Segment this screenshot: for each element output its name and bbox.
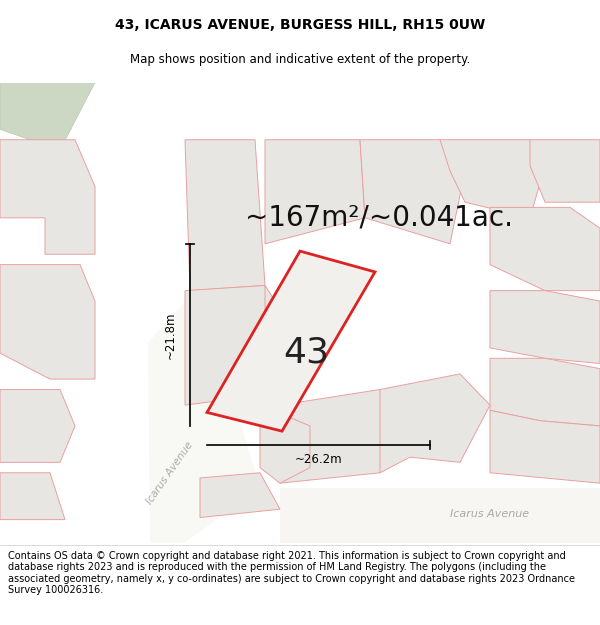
Polygon shape — [0, 140, 95, 254]
Polygon shape — [490, 358, 600, 426]
Polygon shape — [380, 374, 490, 472]
Polygon shape — [530, 140, 600, 202]
Text: ~167m²/~0.041ac.: ~167m²/~0.041ac. — [245, 204, 513, 232]
Text: Map shows position and indicative extent of the property.: Map shows position and indicative extent… — [130, 53, 470, 66]
Polygon shape — [260, 405, 310, 483]
Polygon shape — [140, 301, 240, 542]
Polygon shape — [207, 251, 375, 431]
Polygon shape — [280, 488, 600, 542]
Text: 43: 43 — [283, 335, 329, 369]
Polygon shape — [280, 389, 410, 483]
Polygon shape — [0, 264, 95, 379]
Polygon shape — [360, 140, 465, 244]
Polygon shape — [265, 286, 300, 395]
Polygon shape — [200, 472, 280, 518]
Polygon shape — [0, 82, 95, 150]
Text: ~21.8m: ~21.8m — [163, 311, 176, 359]
Polygon shape — [490, 291, 600, 364]
Text: Contains OS data © Crown copyright and database right 2021. This information is : Contains OS data © Crown copyright and d… — [8, 551, 575, 596]
Polygon shape — [185, 140, 265, 291]
Text: Icarus Avenue: Icarus Avenue — [145, 439, 195, 506]
Text: Icarus Avenue: Icarus Avenue — [451, 509, 530, 519]
Polygon shape — [0, 389, 75, 462]
Text: 43, ICARUS AVENUE, BURGESS HILL, RH15 0UW: 43, ICARUS AVENUE, BURGESS HILL, RH15 0U… — [115, 18, 485, 32]
Polygon shape — [148, 286, 260, 542]
Polygon shape — [490, 411, 600, 483]
Polygon shape — [440, 140, 545, 218]
Polygon shape — [185, 286, 290, 405]
Polygon shape — [490, 208, 600, 291]
Polygon shape — [0, 472, 65, 519]
Text: ~26.2m: ~26.2m — [295, 452, 343, 466]
Polygon shape — [265, 140, 365, 244]
